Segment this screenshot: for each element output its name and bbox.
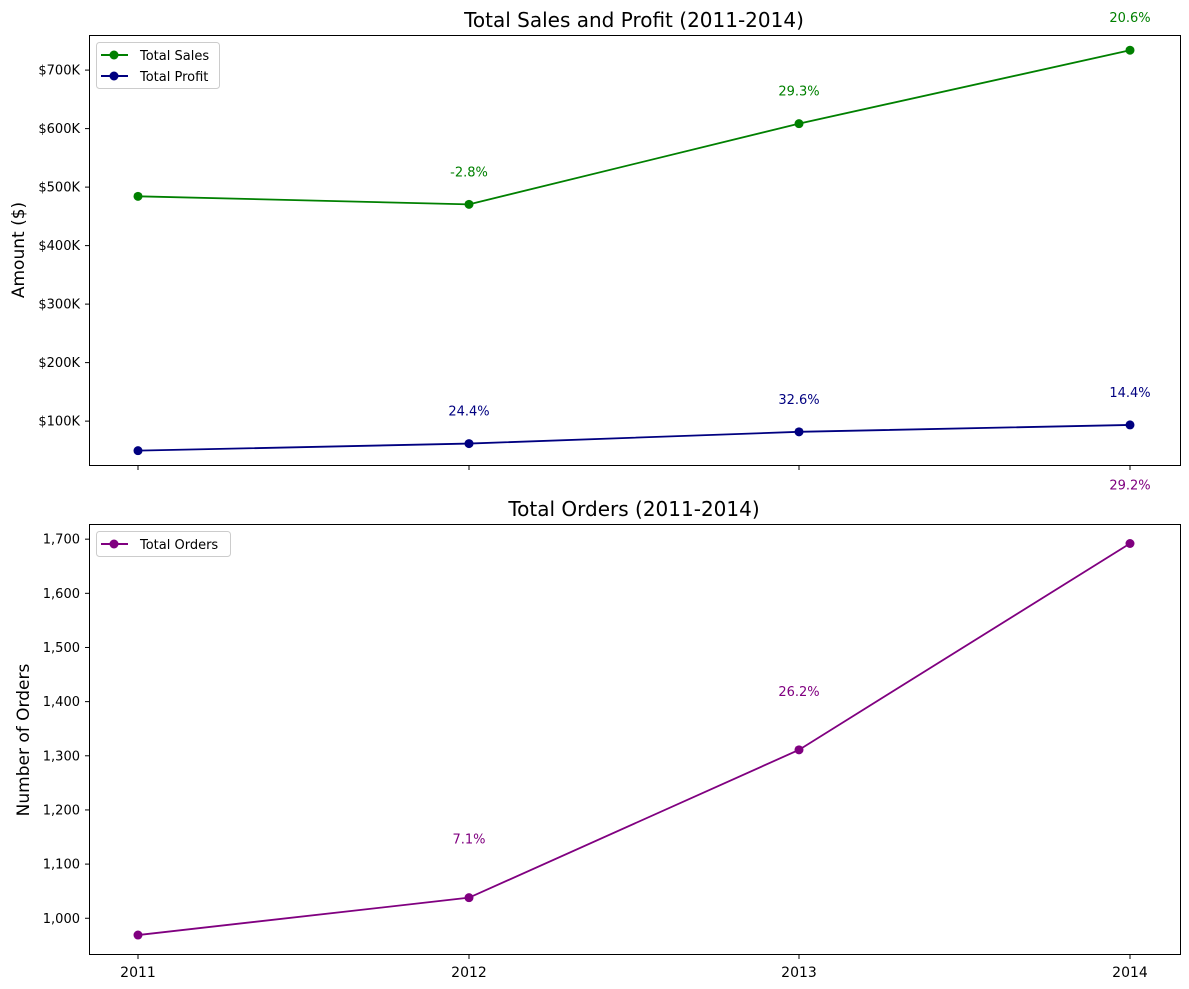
y-tick-label: 1,500: [43, 641, 80, 656]
plot-area-frame: [89, 35, 1181, 466]
y-tick-label: $500K: [38, 181, 80, 196]
legend-marker-profit: [109, 71, 119, 81]
x-tick-label: 2013: [781, 965, 817, 981]
series-line: [137, 424, 1131, 452]
legend: Total Sales Total Profit: [96, 42, 220, 89]
legend-marker-sales: [109, 50, 119, 60]
y-tick-label: 1,100: [43, 858, 80, 873]
data-point: [464, 199, 474, 209]
orders-chart: Total Orders (2011-2014) Number of Order…: [14, 478, 1181, 981]
data-point: [794, 119, 804, 129]
chart-title: Total Orders (2011-2014): [507, 497, 759, 521]
data-point: [133, 446, 143, 456]
y-tick-label: 1,700: [43, 533, 80, 548]
y-tick-label: $400K: [38, 239, 80, 254]
y-tick-label: $700K: [38, 64, 80, 79]
sales-profit-chart: Total Sales and Profit (2011-2014) Amoun…: [9, 8, 1181, 470]
y-tick-label: $600K: [38, 122, 80, 137]
series-line: [137, 542, 1131, 936]
change-annotation: 29.3%: [778, 85, 819, 100]
data-point: [133, 191, 143, 201]
change-annotation: 20.6%: [1109, 11, 1150, 26]
data-point: [1125, 538, 1135, 548]
x-tick-label: 2014: [1112, 965, 1148, 981]
change-annotation: 14.4%: [1109, 386, 1150, 401]
y-tick-label: 1,300: [43, 749, 80, 764]
series-line: [137, 49, 1131, 206]
data-point: [464, 893, 474, 903]
change-annotation: -2.8%: [450, 165, 488, 180]
data-point: [1125, 45, 1135, 55]
data-point: [794, 427, 804, 437]
data-point: [133, 930, 143, 940]
y-axis-label: Amount ($): [9, 202, 29, 298]
data-point: [794, 745, 804, 755]
change-annotation: 29.2%: [1109, 478, 1150, 493]
y-tick-label: 1,200: [43, 803, 80, 818]
change-annotation: 24.4%: [448, 405, 489, 420]
y-tick-label: 1,400: [43, 695, 80, 710]
y-tick-label: $300K: [38, 298, 80, 313]
plot-area-frame: [89, 524, 1181, 955]
data-point: [1125, 420, 1135, 430]
y-tick-label: 1,000: [43, 912, 80, 927]
change-annotation: 26.2%: [778, 685, 819, 700]
x-tick-label: 2012: [451, 965, 487, 981]
change-annotation: 7.1%: [452, 833, 485, 848]
change-annotation: 32.6%: [778, 393, 819, 408]
legend: Total Orders: [96, 531, 231, 557]
y-tick-label: $100K: [38, 415, 80, 430]
y-tick-label: 1,600: [43, 587, 80, 602]
legend-label-profit: Total Profit: [139, 70, 208, 85]
y-axis-label: Number of Orders: [14, 664, 34, 817]
data-point: [464, 439, 474, 449]
chart-title: Total Sales and Profit (2011-2014): [463, 8, 804, 32]
x-tick-label: 2011: [120, 965, 156, 981]
legend-marker-orders: [109, 539, 119, 549]
legend-frame: [96, 531, 231, 557]
legend-label-orders: Total Orders: [139, 538, 218, 553]
legend-label-sales: Total Sales: [139, 49, 209, 64]
y-tick-label: $200K: [38, 356, 80, 371]
